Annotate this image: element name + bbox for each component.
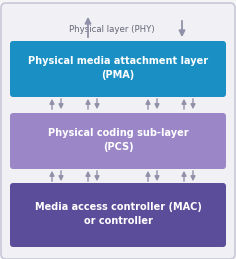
FancyBboxPatch shape [10,113,226,169]
FancyBboxPatch shape [10,183,226,247]
FancyBboxPatch shape [1,3,235,259]
Text: Physical layer (PHY): Physical layer (PHY) [69,25,155,34]
Text: Media access controller (MAC)
or controller: Media access controller (MAC) or control… [34,202,202,226]
Text: Physical coding sub-layer
(PCS): Physical coding sub-layer (PCS) [48,128,188,152]
FancyBboxPatch shape [10,41,226,97]
Text: Physical media attachment layer
(PMA): Physical media attachment layer (PMA) [28,56,208,80]
